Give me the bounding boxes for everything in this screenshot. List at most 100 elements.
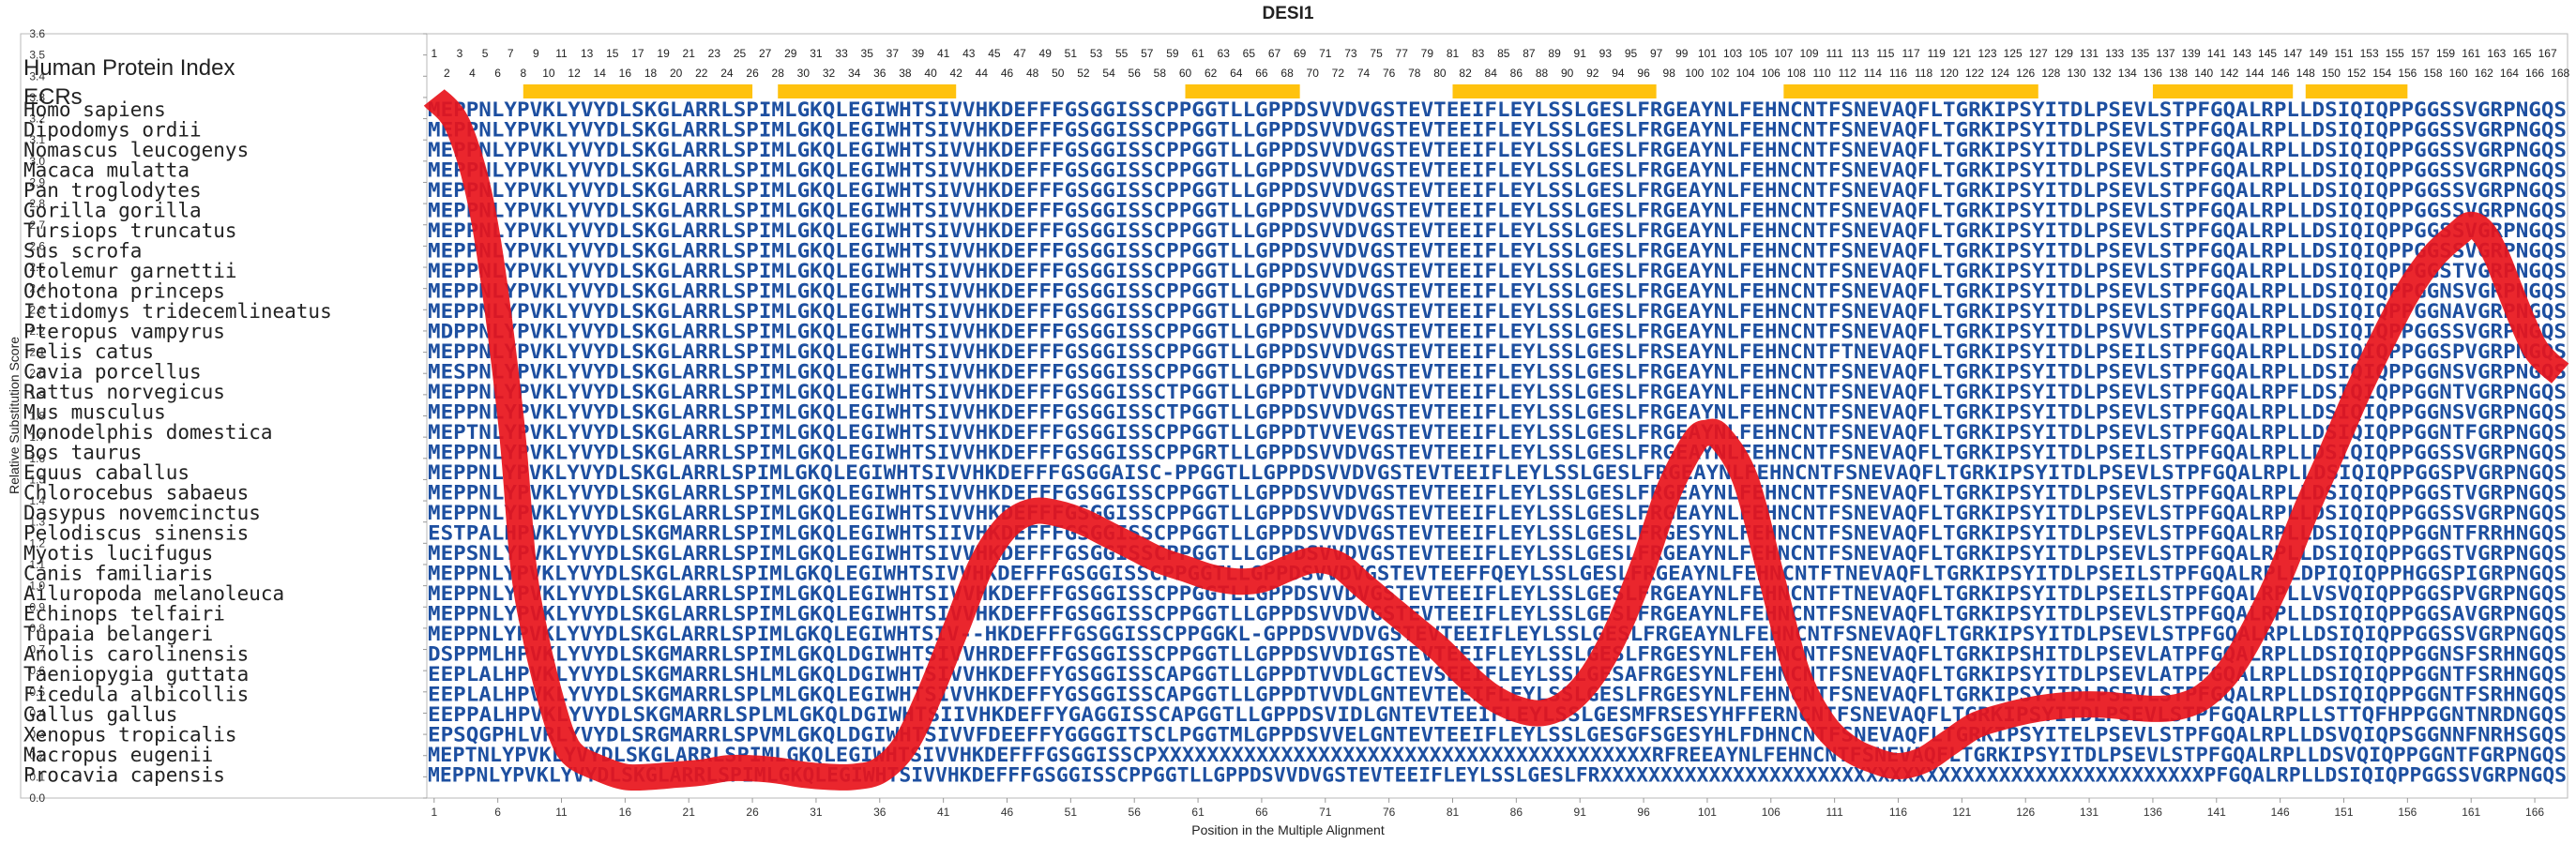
y-tick-label: 3.0	[29, 155, 45, 168]
species-name: Tupaia belangeri	[23, 623, 213, 645]
sequence-row: MEPPNLYPVKLYVYDLSKGLARRLSPIMLGKQLEGIWHTS…	[428, 200, 2567, 222]
x-tick-label: 136	[2144, 806, 2162, 819]
x-tick-label: 46	[1001, 806, 1014, 819]
position-number: 9	[533, 47, 539, 60]
sequence-row: EPSQGPHLVRLYVYDLSRGMARRLSPVMLGKQLDGIWHTS…	[428, 724, 2567, 746]
species-name: Equus caballus	[23, 461, 189, 484]
position-number: 89	[1548, 47, 1561, 60]
x-tick-label: 141	[2207, 806, 2226, 819]
position-number: 101	[1698, 47, 1717, 60]
sequence-row: MEPPNLYPVKLYVYDLSKGLARRLSPIMLGKQLEGIWHTS…	[428, 502, 2567, 524]
y-tick-label: 0.9	[29, 600, 45, 613]
ecr-bar	[1452, 84, 1657, 98]
position-number: 49	[1039, 47, 1053, 60]
y-tick-label: 0.4	[29, 706, 45, 719]
header-label: Human Protein Index	[23, 55, 235, 81]
position-number: 31	[810, 47, 823, 60]
position-number: 102	[1710, 67, 1729, 80]
x-tick-label: 96	[1637, 806, 1650, 819]
y-tick-label: 2.1	[29, 346, 45, 359]
y-tick-label: 3.2	[29, 113, 45, 126]
species-name: Echinops telfairi	[23, 603, 225, 625]
x-tick-label: 66	[1255, 806, 1268, 819]
position-number: 141	[2207, 47, 2226, 60]
x-tick-label: 11	[555, 806, 568, 819]
position-number: 100	[1685, 67, 1704, 80]
position-number: 2	[444, 67, 450, 80]
species-name: Ictidomys tridecemlineatus	[23, 300, 332, 323]
x-tick-label: 166	[2525, 806, 2544, 819]
position-number: 7	[508, 47, 514, 60]
species-name: Canis familiaris	[23, 563, 213, 585]
position-number: 149	[2309, 47, 2327, 60]
y-tick-label: 3.3	[29, 91, 45, 104]
position-number: 78	[1408, 67, 1421, 80]
position-number: 38	[899, 67, 912, 80]
position-number: 99	[1675, 47, 1689, 60]
position-number: 12	[568, 67, 581, 80]
position-number: 27	[759, 47, 772, 60]
position-number: 104	[1736, 67, 1755, 80]
x-tick-label: 81	[1447, 806, 1460, 819]
position-number: 96	[1637, 67, 1650, 80]
position-number: 112	[1839, 67, 1856, 80]
position-number: 66	[1255, 67, 1268, 80]
y-tick-label: 3.5	[29, 49, 45, 62]
position-number: 146	[2271, 67, 2290, 80]
x-tick-label: 131	[2080, 806, 2099, 819]
position-number: 111	[1826, 47, 1844, 60]
position-number: 154	[2372, 67, 2391, 80]
position-number: 161	[2462, 47, 2480, 60]
y-tick-label: 1.6	[29, 452, 45, 465]
position-number: 127	[2029, 47, 2048, 60]
score-series	[423, 88, 2569, 791]
position-number: 20	[670, 67, 683, 80]
position-numbers: 1 3 5 7 9 11 13 15 17 19 21 23 25 27 29 31 33 35 37 39 41 43 4…	[431, 47, 2569, 80]
label-frame	[20, 33, 428, 799]
position-number: 14	[594, 67, 607, 80]
position-number: 153	[2360, 47, 2379, 60]
position-number: 158	[2423, 67, 2442, 80]
position-number: 47	[1013, 47, 1026, 60]
position-number: 159	[2436, 47, 2455, 60]
position-number: 79	[1421, 47, 1434, 60]
sequence-row: MEPPNLYPVKLYVYDLSKGLARRLSPIMLGKQLEGIWHTS…	[428, 240, 2567, 263]
position-number: 155	[2386, 47, 2404, 60]
ecr-bar	[778, 84, 957, 98]
position-number: 93	[1599, 47, 1613, 60]
position-number: 106	[1762, 67, 1780, 80]
y-tick-label: 1.7	[29, 430, 45, 444]
y-tick-label: 0.3	[29, 728, 45, 741]
species-name: Macropus eugenii	[23, 744, 213, 766]
position-number: 69	[1294, 47, 1307, 60]
position-number: 59	[1166, 47, 1179, 60]
y-axis-label: Relative Substitution Score	[7, 337, 22, 494]
y-tick-label: 0.8	[29, 622, 45, 635]
species-name: Rattus norvegicus	[23, 381, 225, 403]
species-name: Mus musculus	[23, 401, 166, 424]
position-number: 57	[1141, 47, 1154, 60]
position-number: 48	[1026, 67, 1039, 80]
position-number: 25	[734, 47, 747, 60]
species-name: Ochotona princeps	[23, 280, 225, 303]
y-tick-label: 0.1	[29, 770, 45, 783]
position-number: 119	[1928, 47, 1946, 60]
x-axis: 1 6 11 16 21 26 31 36 41 46 51 56 61 66 71 76 81 86 91 96 10…	[431, 798, 2544, 819]
y-tick-label: 0.7	[29, 643, 45, 656]
species-name: Chlorocebus sabaeus	[23, 482, 249, 505]
position-number: 39	[912, 47, 925, 60]
position-number: 144	[2245, 67, 2264, 80]
species-name: Pteropus vampyrus	[23, 321, 225, 343]
species-name: Macaca mulatta	[23, 159, 189, 182]
position-number: 52	[1077, 67, 1090, 80]
species-name: Pelodiscus sinensis	[23, 522, 249, 545]
sequence-row: MESPNLYPVKLYVYDLSKGLARRLSPIMLGKQLEGIWHTS…	[428, 361, 2567, 384]
position-number: 114	[1864, 67, 1882, 80]
sequence-row: MEPPNLYPVKLYVYDLSKGLARRLSPIMLGKQLEGIWHTS…	[428, 139, 2567, 161]
sequence-row: MEPPNLYPVKLYVYDLSKGLARRLSPIMLGKQLEGIWHTS…	[428, 260, 2567, 282]
species-name: Tursiops truncatus	[23, 219, 237, 242]
species-name: Pan troglodytes	[23, 179, 202, 202]
ecr-bar	[1185, 84, 1300, 98]
position-number: 165	[2512, 47, 2531, 60]
